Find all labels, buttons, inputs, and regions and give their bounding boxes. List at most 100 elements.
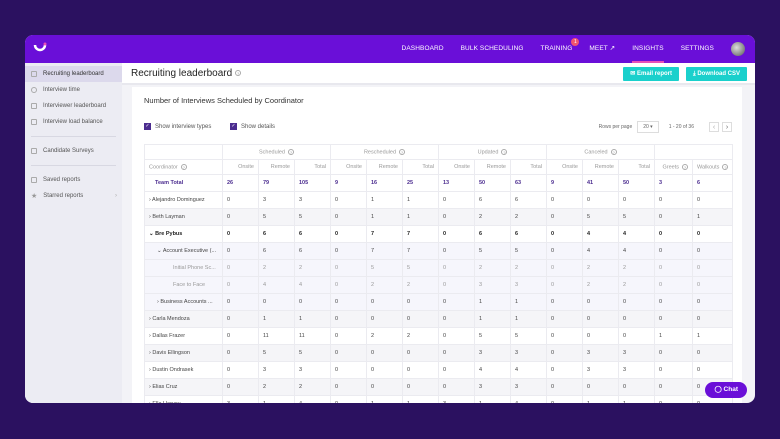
value-cell: 0 bbox=[546, 310, 583, 328]
value-cell: 6 bbox=[691, 174, 734, 192]
value-cell: 0 bbox=[654, 310, 693, 328]
download-csv-button[interactable]: ⤓ Download CSV bbox=[686, 67, 747, 81]
coordinator-cell[interactable]: › Elias Cruz bbox=[144, 378, 223, 396]
coordinator-cell[interactable]: › Carla Mendoza bbox=[144, 310, 223, 328]
header-coordinator[interactable]: Coordinator? bbox=[144, 159, 223, 175]
help-icon[interactable]: ? bbox=[610, 148, 617, 155]
table-row[interactable]: Face to Face 0 4 4 0 2 2 0 3 3 0 2 2 0 0 bbox=[144, 276, 734, 294]
header-group-canceled: Canceled? bbox=[546, 144, 655, 160]
rows-per-page-select[interactable]: 20 ▾ bbox=[637, 121, 659, 133]
table-row[interactable]: › Dallas Frazer 0 11 11 0 2 2 0 5 5 0 0 0 1 1 bbox=[144, 327, 734, 345]
help-icon[interactable]: ? bbox=[682, 163, 688, 170]
table-row[interactable]: Team Total 26 79 105 9 16 25 13 50 63 9 41 50 3 6 bbox=[144, 174, 734, 192]
header-group-row: Scheduled? Rescheduled? Updated? Canceled? bbox=[144, 144, 734, 160]
coordinator-cell[interactable]: Team Total bbox=[144, 174, 223, 192]
value-cell: 4 bbox=[618, 225, 655, 243]
header-total[interactable]: Total bbox=[618, 159, 655, 175]
checkbox-label: Show details bbox=[241, 123, 276, 130]
table-row[interactable]: ⌄ Bre Pybus 0 6 6 0 7 7 0 6 6 0 4 4 0 0 bbox=[144, 225, 734, 243]
value-cell: 0 bbox=[582, 191, 619, 209]
table-row[interactable]: › Ella Harvey31401131401100 bbox=[144, 395, 734, 403]
coordinator-cell[interactable]: › Beth Layman bbox=[144, 208, 223, 226]
show-details-checkbox[interactable]: ✓ Show details bbox=[230, 123, 275, 130]
logo-icon[interactable] bbox=[33, 41, 47, 55]
nav-bulk-scheduling[interactable]: BULK SCHEDULING bbox=[461, 35, 524, 63]
header-total[interactable]: Total bbox=[402, 159, 439, 175]
header-total[interactable]: Total bbox=[510, 159, 547, 175]
table-row[interactable]: ⌄ Account Executive (... 0 6 6 0 7 7 0 5 5 0 4 4 0 0 bbox=[144, 242, 734, 260]
nav-dashboard[interactable]: DASHBOARD bbox=[402, 35, 444, 63]
table-row[interactable]: Initial Phone Sc... 0 2 2 0 5 5 0 2 2 0 2 2 0 0 bbox=[144, 259, 734, 277]
chat-bubble-icon: ◯ bbox=[714, 386, 724, 393]
value-cell: 3 bbox=[510, 276, 547, 294]
table-row[interactable]: › Beth Layman 0 5 5 0 1 1 0 2 2 0 5 5 0 1 bbox=[144, 208, 734, 226]
header-remote[interactable]: Remote bbox=[474, 159, 511, 175]
sidebar-item-recruiting-leaderboard[interactable]: Recruiting leaderboard bbox=[25, 66, 122, 82]
sidebar-item-interview-load-balance[interactable]: Interview load balance bbox=[25, 114, 122, 130]
help-icon[interactable]: ? bbox=[399, 148, 406, 155]
header-onsite[interactable]: Onsite bbox=[222, 159, 259, 175]
chat-button[interactable]: ◯ Chat bbox=[705, 382, 747, 398]
value-cell: 0 bbox=[654, 395, 693, 403]
help-icon[interactable]: ? bbox=[288, 148, 294, 155]
next-page-button[interactable]: › bbox=[722, 122, 732, 132]
help-icon[interactable]: ? bbox=[235, 70, 242, 77]
header-onsite[interactable]: Onsite bbox=[330, 159, 367, 175]
header-remote[interactable]: Remote bbox=[258, 159, 295, 175]
header-greets[interactable]: Greets? bbox=[654, 159, 693, 175]
nav-meet[interactable]: MEET ↗ bbox=[589, 35, 615, 63]
sidebar-label: Candidate Surveys bbox=[43, 148, 94, 154]
header-walkouts[interactable]: Walkouts? bbox=[691, 159, 734, 175]
header-remote[interactable]: Remote bbox=[366, 159, 403, 175]
header-total[interactable]: Total bbox=[294, 159, 331, 175]
show-interview-types-checkbox[interactable]: ✓ Show interview types bbox=[144, 123, 211, 130]
header-onsite[interactable]: Onsite bbox=[546, 159, 583, 175]
coordinator-cell[interactable]: › Business Accounts ... bbox=[144, 293, 223, 311]
prev-page-button[interactable]: ‹ bbox=[709, 122, 719, 132]
header-remote[interactable]: Remote bbox=[582, 159, 619, 175]
coordinator-cell[interactable]: › Ella Harvey bbox=[144, 395, 223, 403]
nav-training[interactable]: TRAINING 1 bbox=[541, 35, 580, 63]
coordinator-cell[interactable]: › Alejandro Dominguez bbox=[144, 191, 223, 209]
checkbox-checked-icon: ✓ bbox=[230, 123, 237, 130]
sidebar-item-starred-reports[interactable]: ★ Starred reports › bbox=[25, 188, 122, 204]
sidebar-item-candidate-surveys[interactable]: Candidate Surveys bbox=[25, 143, 122, 159]
avatar[interactable] bbox=[731, 42, 745, 56]
table-row[interactable]: › Elias Cruz 0 2 2 0 0 0 0 3 3 0 0 0 0 0 bbox=[144, 378, 734, 396]
value-cell: 0 bbox=[366, 378, 403, 396]
help-icon[interactable]: ? bbox=[180, 163, 187, 170]
column-label: Onsite bbox=[346, 164, 362, 170]
email-label: Email report bbox=[636, 71, 672, 77]
table-row[interactable]: › Business Accounts ... 0 0 0 0 0 0 0 1 1 0 0 0 0 0 bbox=[144, 293, 734, 311]
help-icon[interactable]: ? bbox=[722, 163, 729, 170]
coordinator-cell[interactable]: ⌄ Account Executive (... bbox=[144, 242, 223, 260]
help-icon[interactable]: ? bbox=[501, 148, 508, 155]
sidebar-item-saved-reports[interactable]: Saved reports bbox=[25, 172, 122, 188]
value-cell: 1 bbox=[474, 310, 511, 328]
leaderboard-table: Scheduled? Rescheduled? Updated? Canceled? C… bbox=[144, 144, 734, 403]
sidebar-item-interviewer-leaderboard[interactable]: Interviewer leaderboard bbox=[25, 98, 122, 114]
value-cell: 3 bbox=[510, 378, 547, 396]
nav-settings[interactable]: SETTINGS bbox=[681, 35, 714, 63]
column-label: Onsite bbox=[454, 164, 470, 170]
table-row[interactable]: › Alejandro Dominguez 0 3 3 0 1 1 0 6 6 0 0 0 0 0 bbox=[144, 191, 734, 209]
coordinator-cell[interactable]: › Dustin Ondrasek bbox=[144, 361, 223, 379]
report-card: Number of Interviews Scheduled by Coordi… bbox=[132, 87, 742, 403]
column-label: Coordinator bbox=[149, 164, 178, 171]
value-cell: 3 bbox=[618, 344, 655, 362]
coordinator-cell[interactable]: Initial Phone Sc... bbox=[144, 259, 223, 277]
nav-insights[interactable]: INSIGHTS bbox=[632, 35, 664, 63]
coordinator-cell[interactable]: Face to Face bbox=[144, 276, 223, 294]
column-label: Greets bbox=[662, 164, 679, 171]
table-row[interactable]: › Carla Mendoza 0 1 1 0 0 0 0 1 1 0 0 0 0 0 bbox=[144, 310, 734, 328]
coordinator-cell[interactable]: ⌄ Bre Pybus bbox=[144, 225, 223, 243]
value-cell: 1 bbox=[691, 208, 734, 226]
coordinator-cell[interactable]: › Davis Ellingson bbox=[144, 344, 223, 362]
table-row[interactable]: › Dustin Ondrasek 0 3 3 0 0 0 0 4 4 0 3 3 0 0 bbox=[144, 361, 734, 379]
sidebar-item-interview-time[interactable]: Interview time bbox=[25, 82, 122, 98]
coordinator-cell[interactable]: › Dallas Frazer bbox=[144, 327, 223, 345]
table-row[interactable]: › Davis Ellingson 0 5 5 0 0 0 0 3 3 0 3 3 0 0 bbox=[144, 344, 734, 362]
email-report-button[interactable]: ✉ Email report bbox=[623, 67, 679, 81]
header-onsite[interactable]: Onsite bbox=[438, 159, 475, 175]
value-cell: 3 bbox=[474, 276, 511, 294]
